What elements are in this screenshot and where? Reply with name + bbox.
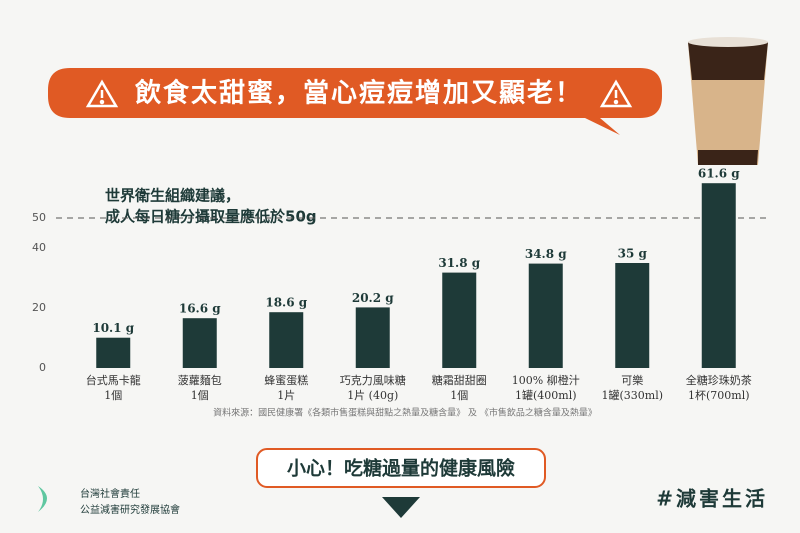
x-tick-label: 菠蘿麵包 (178, 374, 222, 387)
x-tick-label: 糖霜甜甜圈 (432, 373, 487, 387)
x-tick-sublabel: 1個 (191, 389, 209, 402)
x-tick-sublabel: 1杯(700ml) (688, 388, 750, 402)
x-tick-sublabel: 1片 (277, 389, 295, 402)
value-label: 34.8 g (525, 247, 567, 261)
value-label: 10.1 g (92, 321, 134, 335)
x-tick-label: 全糖珍珠奶茶 (686, 373, 752, 387)
x-tick-sublabel: 1片 (40g) (347, 389, 398, 402)
x-tick-label: 可樂 (621, 373, 643, 387)
x-tick-sublabel: 1個 (450, 389, 468, 402)
bar (96, 337, 131, 368)
value-label: 18.6 g (265, 296, 307, 310)
value-label: 20.2 g (352, 291, 394, 305)
y-tick-label: 50 (32, 211, 46, 224)
arrow (382, 497, 420, 518)
value-label: 31.8 g (438, 256, 480, 270)
callout: 小心！吃糖過量的健康風險 (287, 457, 515, 480)
org-name: 公益減害研究發展協會 (80, 503, 180, 516)
y-tick-label: 20 (32, 301, 46, 314)
value-label: 35 g (618, 247, 648, 261)
org-name: 台灣社會責任 (80, 487, 140, 500)
x-tick-label: 蜂蜜蛋糕 (264, 373, 308, 387)
bar (269, 312, 304, 368)
x-tick-sublabel: 1個 (104, 389, 122, 402)
bar (442, 272, 477, 368)
bar (528, 263, 563, 368)
bar (701, 183, 736, 368)
warning-icon (599, 79, 633, 108)
bubble-tea (688, 37, 768, 165)
annotation: 成人每日糖分攝取量應低於50g (105, 208, 317, 226)
chart-title: 飲食太甜蜜，當心痘痘增加又顯老！ (134, 78, 583, 109)
logo (38, 486, 47, 512)
x-tick-label: 100% 柳橙汁 (512, 373, 580, 387)
banner (48, 68, 662, 135)
hashtag: #減害生活 (656, 487, 768, 511)
x-tick-label: 巧克力風味糖 (340, 373, 406, 387)
bar (615, 263, 650, 368)
y-tick-label: 0 (39, 361, 46, 374)
x-tick-sublabel: 1罐(330ml) (601, 389, 663, 402)
warning-icon (85, 79, 119, 108)
bar (182, 318, 217, 368)
x-tick-sublabel: 1罐(400ml) (515, 389, 577, 402)
y-tick-label: 40 (32, 241, 46, 254)
source-note: 資料來源：國民健康署《各類市售蛋糕與甜點之熱量及糖含量》 及 《市售飲品之糖含量… (213, 407, 597, 419)
annotation: 世界衛生組織建議， (105, 187, 240, 205)
bar (355, 307, 390, 368)
value-label: 16.6 g (179, 302, 221, 316)
value-label: 61.6 g (698, 167, 740, 181)
x-tick-label: 台式馬卡龍 (86, 373, 141, 387)
callout-box (256, 448, 546, 488)
